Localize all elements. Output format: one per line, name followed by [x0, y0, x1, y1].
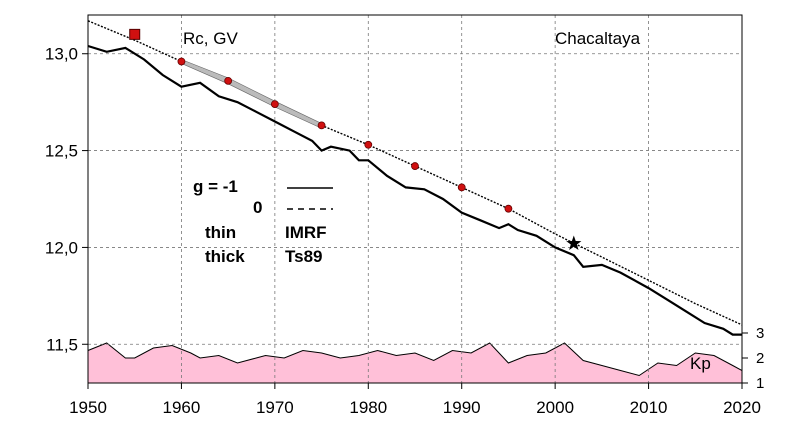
- y-tick-label: 12,5: [45, 142, 78, 161]
- y-tick-label: 12,0: [45, 238, 78, 257]
- star-marker: [566, 235, 582, 250]
- x-tick-label: 2020: [723, 398, 761, 417]
- chart-title: Chacaltaya: [555, 29, 641, 48]
- legend-ts89-label: Ts89: [285, 247, 323, 266]
- square-marker: [129, 28, 141, 40]
- kp-tick-label: 2: [756, 350, 764, 367]
- x-tick-label: 1990: [443, 398, 481, 417]
- data-point: [504, 204, 513, 213]
- plot-frame: [87, 14, 743, 384]
- data-point: [364, 140, 373, 149]
- data-point: [317, 121, 326, 130]
- x-tick-label: 1950: [69, 398, 107, 417]
- series-line-ts89-g-minus1: [87, 44, 742, 336]
- axes: 1950 1960 1970 1980 1990 2000 2010 2020 11,5 12,0…: [45, 45, 764, 417]
- kp-tick-label: 3: [756, 325, 764, 342]
- x-tick-label: 1980: [349, 398, 387, 417]
- x-tick-label: 2000: [536, 398, 574, 417]
- y-axis-label: Rc, GV: [183, 29, 238, 48]
- data-point: [411, 162, 419, 170]
- legend-g-minus1-label: g = -1: [193, 177, 238, 196]
- data-point: [224, 76, 233, 85]
- marker-layer: [129, 28, 582, 250]
- kp-label: Kp: [690, 354, 711, 373]
- data-point: [457, 183, 466, 192]
- data-point: [270, 100, 279, 108]
- x-tick-label: 1960: [163, 398, 201, 417]
- legend-imrf-label: IMRF: [285, 223, 327, 242]
- kp-area: [87, 342, 743, 384]
- grid: [88, 15, 742, 383]
- legend-thin-label: thin: [205, 223, 236, 242]
- legend: g = -1 0 thin IMRF thick Ts89: [193, 177, 333, 266]
- x-tick-label: 2010: [630, 398, 668, 417]
- y-tick-label: 11,5: [46, 335, 78, 354]
- x-tick-label: 1970: [256, 398, 294, 417]
- legend-g-zero-label: 0: [253, 198, 262, 217]
- legend-thick-label: thick: [205, 247, 245, 266]
- y-tick-label: 13,0: [45, 45, 78, 64]
- kp-tick-label: 1: [756, 375, 764, 392]
- kp-layer: [87, 342, 743, 384]
- data-point: [177, 57, 186, 66]
